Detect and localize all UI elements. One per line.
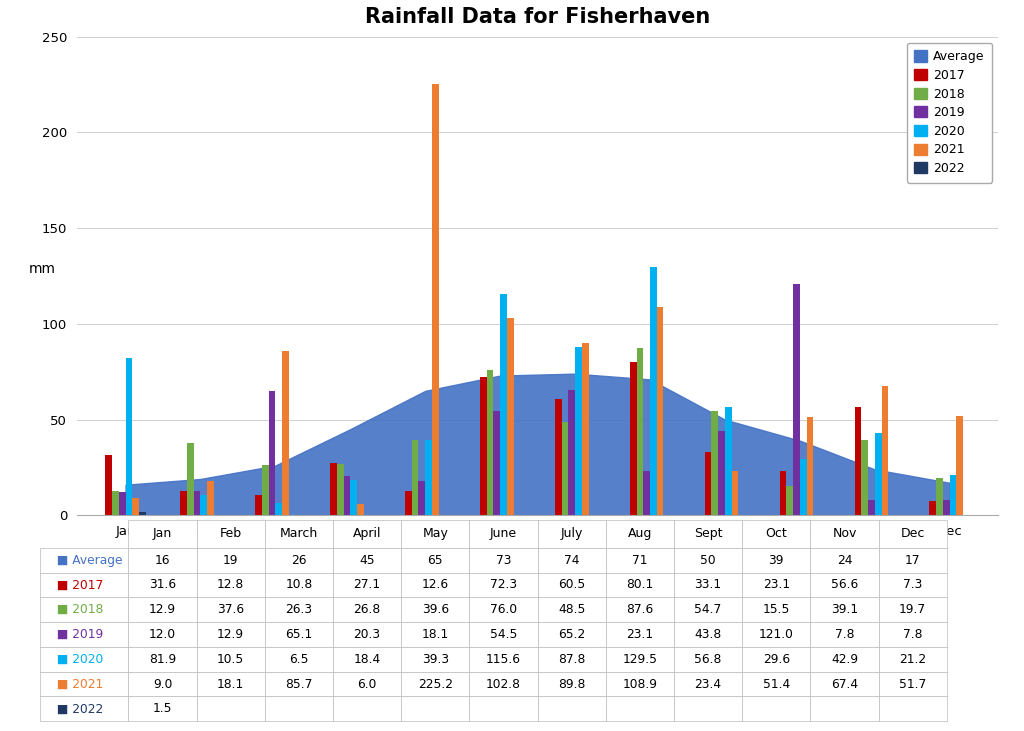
Bar bbox=[936, 477, 943, 515]
Bar bbox=[262, 465, 268, 515]
Bar bbox=[582, 344, 589, 515]
Bar bbox=[786, 485, 794, 515]
Bar bbox=[725, 406, 732, 515]
Bar bbox=[126, 358, 132, 515]
Bar bbox=[343, 477, 350, 515]
Bar bbox=[139, 512, 145, 515]
Bar bbox=[575, 347, 582, 515]
Bar bbox=[275, 503, 282, 515]
Bar bbox=[794, 284, 800, 515]
Bar bbox=[561, 423, 568, 515]
Bar bbox=[930, 501, 936, 515]
Bar bbox=[404, 491, 412, 515]
Legend: Average, 2017, 2018, 2019, 2020, 2021, 2022: Average, 2017, 2018, 2019, 2020, 2021, 2… bbox=[907, 43, 992, 183]
Bar bbox=[201, 495, 207, 515]
Bar bbox=[637, 347, 643, 515]
Bar bbox=[357, 504, 364, 515]
Bar bbox=[180, 491, 187, 515]
Bar bbox=[630, 362, 637, 515]
Bar bbox=[555, 399, 561, 515]
Bar bbox=[268, 390, 275, 515]
Bar bbox=[656, 307, 664, 515]
Bar bbox=[494, 411, 500, 515]
Bar bbox=[432, 84, 438, 515]
Bar bbox=[207, 481, 214, 515]
Bar bbox=[480, 377, 486, 515]
Bar bbox=[330, 463, 337, 515]
Bar bbox=[419, 481, 425, 515]
Bar bbox=[132, 498, 139, 515]
Title: Rainfall Data for Fisherhaven: Rainfall Data for Fisherhaven bbox=[365, 7, 711, 26]
Bar bbox=[486, 370, 494, 515]
Bar bbox=[568, 390, 575, 515]
Bar bbox=[337, 464, 343, 515]
Bar bbox=[800, 458, 807, 515]
Bar bbox=[194, 491, 201, 515]
Bar bbox=[732, 471, 738, 515]
Bar bbox=[943, 501, 949, 515]
Bar bbox=[112, 491, 119, 515]
Bar bbox=[412, 439, 419, 515]
Bar bbox=[868, 501, 874, 515]
Bar bbox=[187, 443, 194, 515]
Bar bbox=[718, 431, 725, 515]
Y-axis label: mm: mm bbox=[29, 262, 55, 276]
Bar bbox=[949, 474, 956, 515]
Bar bbox=[855, 407, 861, 515]
Bar bbox=[350, 480, 357, 515]
Bar bbox=[500, 294, 507, 515]
Bar bbox=[861, 441, 868, 515]
Bar bbox=[255, 495, 262, 515]
Bar bbox=[779, 471, 786, 515]
Bar bbox=[425, 440, 432, 515]
Bar bbox=[705, 452, 712, 515]
Bar bbox=[643, 471, 650, 515]
Bar bbox=[712, 411, 718, 515]
Bar bbox=[874, 433, 882, 515]
Bar bbox=[650, 268, 656, 515]
Bar bbox=[956, 417, 964, 515]
Bar bbox=[282, 351, 289, 515]
Bar bbox=[807, 417, 813, 515]
Bar bbox=[105, 455, 112, 515]
Bar bbox=[507, 319, 514, 515]
Bar bbox=[882, 386, 888, 515]
Bar bbox=[119, 493, 126, 515]
